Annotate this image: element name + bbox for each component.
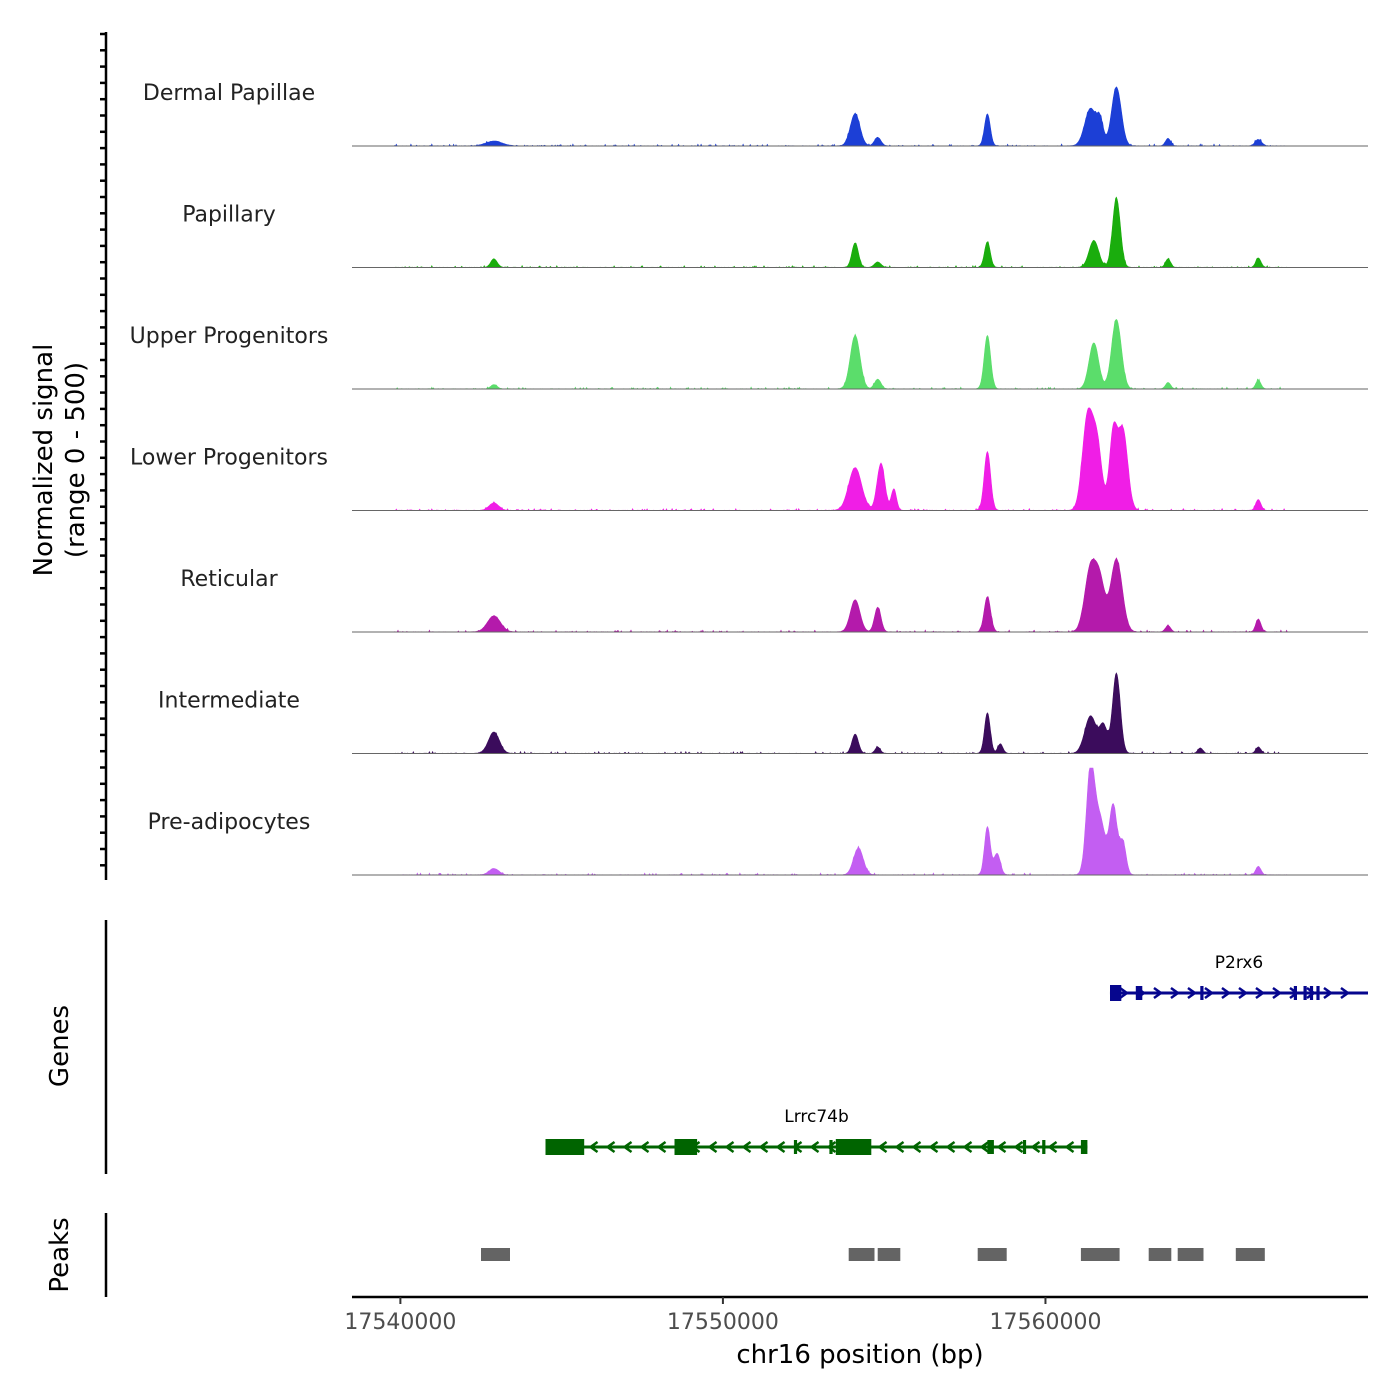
x-axis: 17540000 17550000 17560000 xyxy=(344,1295,1368,1335)
peaks-panel-title: Peaks xyxy=(45,1217,75,1292)
gene-exon xyxy=(1309,986,1314,1000)
strand-arrow xyxy=(962,1140,973,1154)
track-label: Upper Progenitors xyxy=(130,324,329,349)
gene-exon xyxy=(1022,1140,1027,1154)
strand-arrow xyxy=(1047,1140,1058,1154)
gene-exon xyxy=(835,1139,872,1155)
track-label: Lower Progenitors xyxy=(130,446,328,471)
gene-exon xyxy=(1293,986,1297,1000)
track-label: Pre-adipocytes xyxy=(148,810,311,835)
peak-region xyxy=(481,1248,510,1261)
strand-arrow xyxy=(928,1140,939,1154)
y-axis-title-line1: Normalized signal xyxy=(29,344,59,577)
strand-arrow xyxy=(945,1140,956,1154)
strand-arrow xyxy=(1187,986,1198,1000)
gene-exon xyxy=(545,1139,585,1155)
peak-region xyxy=(1148,1248,1172,1261)
track-intermediate: Intermediate xyxy=(158,672,1368,755)
x-tick-label: 17550000 xyxy=(667,1310,779,1335)
genes-panel-title: Genes xyxy=(45,1005,75,1087)
x-tick-label: 17540000 xyxy=(344,1310,456,1335)
gene-exon xyxy=(1135,986,1143,1000)
gene-p2rx6: P2rx6 xyxy=(1109,953,1368,1001)
gene-exon xyxy=(1303,986,1307,1000)
strand-arrow xyxy=(1153,986,1164,1000)
peak-region xyxy=(977,1248,1007,1261)
strand-arrow xyxy=(741,1140,752,1154)
coverage-tracks: Dermal Papillae Papillary Upper Progenitor… xyxy=(130,81,1368,876)
track-lower-progenitors: Lower Progenitors xyxy=(130,407,1368,511)
signal-area xyxy=(393,557,1288,633)
gene-exon xyxy=(987,1140,994,1154)
gene-lrrc74b: Lrrc74b xyxy=(545,1107,1088,1155)
signal-area xyxy=(393,767,1288,876)
strand-arrow xyxy=(605,1140,616,1154)
strand-arrow xyxy=(1272,986,1283,1000)
gene-exon xyxy=(829,1140,833,1154)
signal-area xyxy=(393,318,1288,390)
strand-arrow xyxy=(1306,986,1317,1000)
peak-region xyxy=(1177,1248,1204,1261)
track-label: Intermediate xyxy=(158,689,300,714)
strand-arrow xyxy=(1170,986,1181,1000)
track-label: Dermal Papillae xyxy=(143,81,315,106)
gene-exon xyxy=(674,1139,698,1155)
strand-arrow xyxy=(979,1140,990,1154)
strand-arrow xyxy=(911,1140,922,1154)
track-pre-adipocytes: Pre-adipocytes xyxy=(148,767,1368,876)
signal-area xyxy=(393,86,1288,147)
gene-exon xyxy=(1080,1140,1088,1154)
strand-arrow xyxy=(707,1140,718,1154)
strand-arrow xyxy=(894,1140,905,1154)
strand-arrow xyxy=(639,1140,650,1154)
strand-arrow xyxy=(1255,986,1266,1000)
strand-arrow xyxy=(758,1140,769,1154)
x-axis-title: chr16 position (bp) xyxy=(736,1340,983,1370)
strand-arrow xyxy=(656,1140,667,1154)
peak-region xyxy=(877,1248,901,1261)
peak-track xyxy=(104,1213,1265,1297)
signal-area xyxy=(393,196,1288,268)
track-label: Reticular xyxy=(180,567,278,592)
track-reticular: Reticular xyxy=(180,557,1368,633)
strand-arrow xyxy=(1119,986,1130,1000)
strand-arrow xyxy=(996,1140,1007,1154)
gene-name-label: Lrrc74b xyxy=(784,1107,849,1127)
peak-region xyxy=(848,1248,875,1261)
strand-arrow xyxy=(724,1140,735,1154)
strand-arrow xyxy=(588,1140,599,1154)
strand-arrow xyxy=(1323,986,1334,1000)
signal-area xyxy=(393,407,1288,511)
track-upper-progenitors: Upper Progenitors xyxy=(130,318,1368,390)
peak-region xyxy=(1080,1248,1120,1261)
peak-region xyxy=(1235,1248,1265,1261)
gene-name-label: P2rx6 xyxy=(1215,953,1263,973)
gene-exon xyxy=(793,1140,798,1154)
strand-arrow xyxy=(1221,986,1232,1000)
gene-exon xyxy=(1316,986,1320,1000)
track-papillary: Papillary xyxy=(182,196,1368,268)
strand-arrow xyxy=(1340,986,1351,1000)
gene-exon xyxy=(1042,1140,1046,1154)
gene-exon xyxy=(1110,985,1122,1001)
track-label: Papillary xyxy=(182,203,276,228)
y-axis-title-line2: (range 0 - 500) xyxy=(61,362,91,558)
strand-arrow xyxy=(826,1140,837,1154)
strand-arrow xyxy=(877,1140,888,1154)
strand-arrow xyxy=(775,1140,786,1154)
strand-arrow xyxy=(622,1140,633,1154)
strand-arrow xyxy=(809,1140,820,1154)
strand-arrow xyxy=(1030,1140,1041,1154)
strand-arrow xyxy=(1204,986,1215,1000)
strand-arrow xyxy=(1013,1140,1024,1154)
track-dermal-papillae: Dermal Papillae xyxy=(143,81,1368,147)
signal-area xyxy=(393,672,1288,755)
strand-arrow xyxy=(1064,1140,1075,1154)
x-tick-label: 17560000 xyxy=(990,1310,1102,1335)
strand-arrow xyxy=(1238,986,1249,1000)
signal-y-axis xyxy=(100,32,108,880)
gene-exon xyxy=(1200,986,1204,1000)
gene-annotation-track: P2rx6 Lrrc74b xyxy=(104,920,1368,1174)
